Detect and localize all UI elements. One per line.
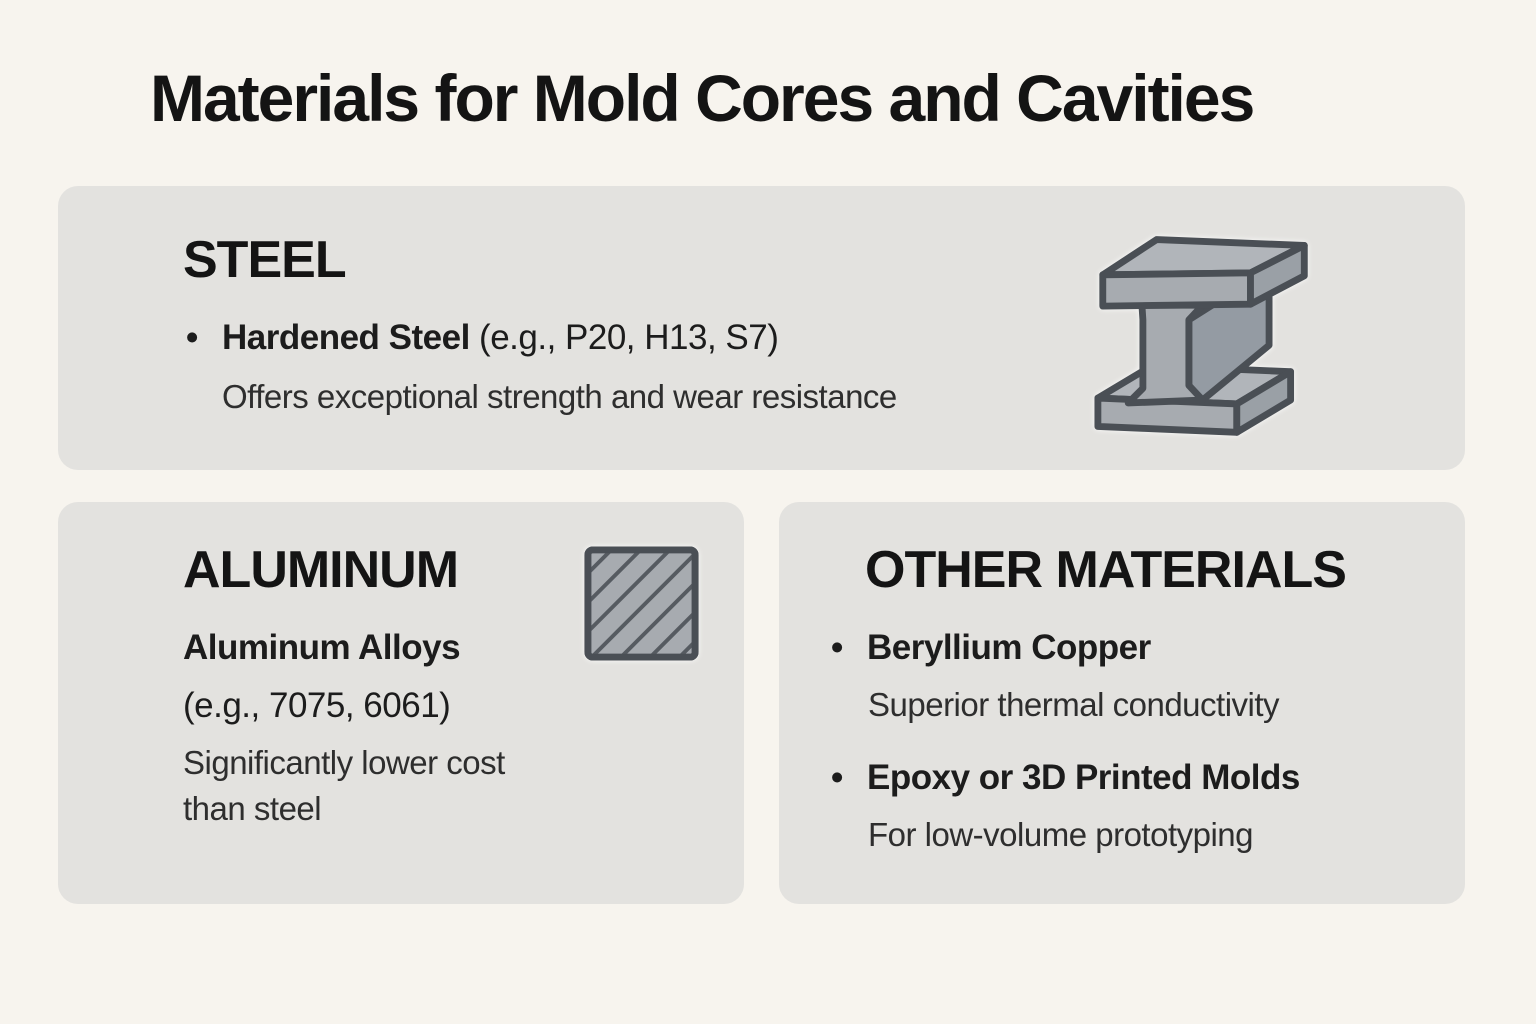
- steel-card: STEEL • Hardened Steel (e.g., P20, H13, S…: [58, 186, 1465, 470]
- other-bullet-line-1: • Beryllium Copper: [831, 628, 1151, 668]
- hatched-square-icon: [583, 545, 700, 662]
- steel-description: Offers exceptional strength and wear res…: [222, 378, 897, 415]
- other-item-1-desc: Superior thermal conductivity: [868, 686, 1280, 723]
- other-item-2-desc: For low-volume prototyping: [868, 816, 1254, 853]
- steel-bullet-rest-text: (e.g., P20, H13, S7): [469, 318, 779, 357]
- other-materials-card: OTHER MATERIALS • Beryllium Copper Superi…: [779, 502, 1465, 904]
- bullet-icon: •: [186, 318, 198, 357]
- aluminum-subheading-note: (e.g., 7075, 6061): [183, 686, 451, 725]
- aluminum-card: ALUMINUM Aluminum Alloys: [58, 502, 744, 904]
- i-beam-icon: [1088, 222, 1323, 447]
- bullet-icon: •: [831, 758, 843, 797]
- page-title: Materials for Mold Cores and Cavities: [150, 61, 1255, 135]
- aluminum-card-heading: ALUMINUM: [183, 541, 459, 599]
- other-item-1-bold: Beryllium Copper: [867, 628, 1151, 667]
- steel-bullet-line: • Hardened Steel (e.g., P20, H13, S7): [186, 318, 779, 358]
- aluminum-subheading: Aluminum Alloys: [183, 628, 461, 667]
- steel-bullet-bold-text: Hardened Steel: [222, 318, 470, 357]
- aluminum-description-line1: Significantly lower cost: [183, 744, 505, 781]
- other-bullet-line-2: • Epoxy or 3D Printed Molds: [831, 758, 1300, 798]
- other-card-heading: OTHER MATERIALS: [865, 541, 1347, 599]
- bullet-icon: •: [831, 628, 843, 667]
- steel-card-heading: STEEL: [183, 231, 347, 289]
- other-item-2-bold: Epoxy or 3D Printed Molds: [867, 758, 1300, 797]
- aluminum-description-line2: than steel: [183, 790, 322, 827]
